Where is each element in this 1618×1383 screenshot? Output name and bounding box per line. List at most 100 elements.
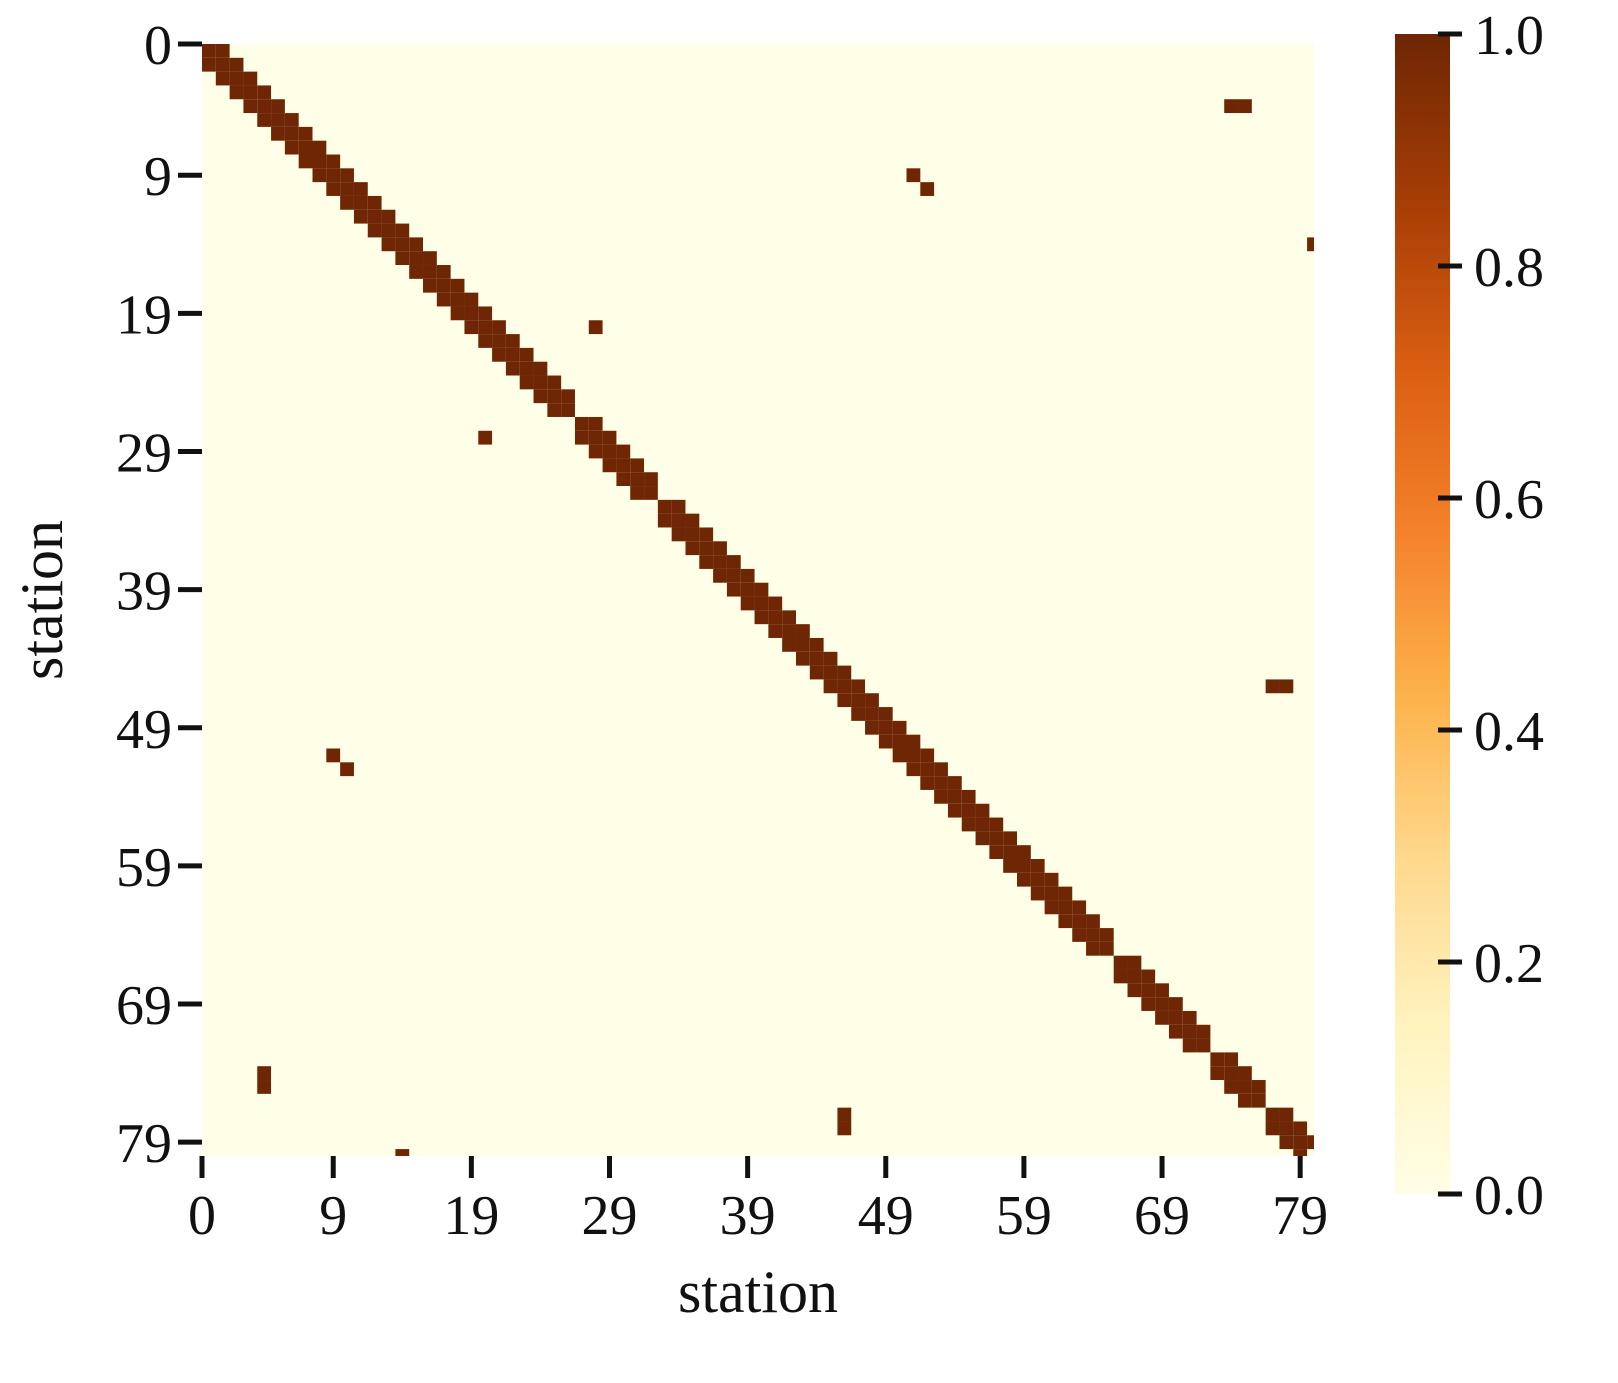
heatmap-cell	[975, 817, 990, 832]
heatmap-cell	[519, 347, 534, 362]
heatmap-cell	[1168, 997, 1183, 1011]
heatmap-cell	[505, 334, 520, 348]
y-tick-label: 79	[116, 1113, 172, 1175]
heatmap-cell	[1307, 1135, 1314, 1150]
heatmap-cell	[795, 651, 810, 666]
heatmap-cell	[1099, 941, 1114, 956]
heatmap-cell	[1072, 928, 1087, 942]
heatmap-cell	[837, 1107, 852, 1122]
heatmap-cell	[1251, 1093, 1266, 1108]
heatmap-cell	[657, 513, 672, 528]
heatmap-cell	[823, 679, 838, 694]
heatmap-cell	[257, 99, 272, 114]
heatmap-cell	[423, 251, 437, 266]
heatmap-cell	[1086, 928, 1100, 942]
heatmap-cell	[1238, 99, 1252, 114]
heatmap-cell	[920, 776, 935, 790]
heatmap-cell	[906, 748, 921, 763]
heatmap-cell	[782, 624, 796, 638]
heatmap-cell	[906, 734, 921, 749]
heatmap-cell	[423, 265, 437, 279]
heatmap-cell	[464, 292, 479, 307]
y-tick-label: 59	[116, 837, 172, 899]
heatmap-cell	[547, 375, 562, 390]
heatmap-cell	[588, 320, 603, 335]
heatmap-cell	[353, 209, 368, 224]
heatmap-cell	[1265, 1107, 1280, 1122]
heatmap-cell	[326, 748, 341, 763]
x-tick-label: 29	[582, 1185, 638, 1247]
heatmap-cell	[740, 582, 755, 597]
heatmap-cell	[1265, 1121, 1280, 1136]
heatmap-cell	[395, 237, 410, 252]
heatmap-cell	[395, 1149, 410, 1156]
heatmap-cell	[1003, 831, 1017, 846]
heatmap-cell	[1113, 955, 1128, 970]
heatmap-cell	[312, 168, 327, 183]
heatmap-cell	[823, 651, 838, 666]
heatmap-cell	[492, 320, 506, 335]
heatmap-cell	[961, 789, 976, 804]
heatmap-cell	[1030, 872, 1045, 887]
heatmap-cell	[1127, 955, 1142, 970]
heatmap-cell	[1279, 1121, 1294, 1136]
heatmap-cell	[588, 416, 603, 431]
heatmap-cell	[436, 278, 451, 293]
y-tick-label: 39	[116, 561, 172, 623]
heatmap-cell	[602, 430, 617, 445]
heatmap-cell	[257, 113, 272, 127]
heatmap-cell	[1265, 679, 1280, 694]
heatmap-cell	[713, 555, 727, 569]
heatmap-cell	[837, 665, 852, 680]
heatmap-cell	[478, 430, 493, 445]
heatmap-cell	[505, 347, 520, 362]
y-tick-label: 69	[116, 975, 172, 1037]
heatmap-cell	[478, 334, 493, 348]
heatmap-cell	[1279, 679, 1294, 694]
heatmap-cell	[312, 140, 327, 155]
heatmap-cell	[878, 734, 893, 749]
heatmap-cell	[1168, 1024, 1183, 1039]
heatmap-cell	[989, 817, 1004, 832]
heatmap-cell	[1030, 886, 1045, 901]
heatmap-cell	[782, 610, 796, 625]
heatmap-cell	[934, 762, 948, 777]
heatmap-cell	[934, 776, 948, 790]
heatmap-cell	[533, 361, 548, 376]
heatmap-cell	[961, 817, 976, 832]
heatmap-cell	[837, 1121, 852, 1136]
heatmap-cell	[892, 748, 907, 763]
heatmap-cell	[989, 845, 1004, 859]
colorbar-gradient	[1395, 34, 1450, 1194]
heatmap-cell	[450, 306, 465, 321]
heatmap-cell	[809, 637, 824, 652]
heatmap-cell	[644, 486, 658, 500]
heatmap-cell	[395, 223, 410, 238]
heatmap-cell	[1238, 1093, 1252, 1108]
heatmap-cell	[865, 720, 879, 735]
heatmap-cell	[1238, 1066, 1252, 1081]
heatmap-cell	[740, 568, 755, 583]
heatmap-cell	[229, 85, 244, 100]
heatmap-cell	[602, 444, 617, 459]
heatmap-cell	[1307, 237, 1314, 252]
heatmap-cell	[243, 85, 258, 100]
heatmap-cell	[215, 71, 230, 86]
heatmap-cell	[1113, 969, 1128, 984]
heatmap-cell	[326, 154, 341, 169]
heatmap-cell	[920, 748, 935, 763]
heatmap-cell	[271, 113, 285, 127]
heatmap-cell	[561, 389, 575, 404]
x-tick-label: 39	[720, 1185, 776, 1247]
heatmap-cell	[257, 1080, 272, 1094]
heatmap-cell	[436, 292, 451, 307]
heatmap-cell	[616, 472, 631, 487]
heatmap-cell	[450, 292, 465, 307]
heatmap-cell	[464, 320, 479, 335]
heatmap-cell	[561, 403, 575, 417]
heatmap-cell	[1141, 969, 1156, 984]
heatmap-cell	[754, 582, 769, 597]
heatmap-cell	[616, 444, 631, 459]
x-tick-label: 9	[319, 1185, 347, 1247]
heatmap-cell	[726, 582, 741, 597]
